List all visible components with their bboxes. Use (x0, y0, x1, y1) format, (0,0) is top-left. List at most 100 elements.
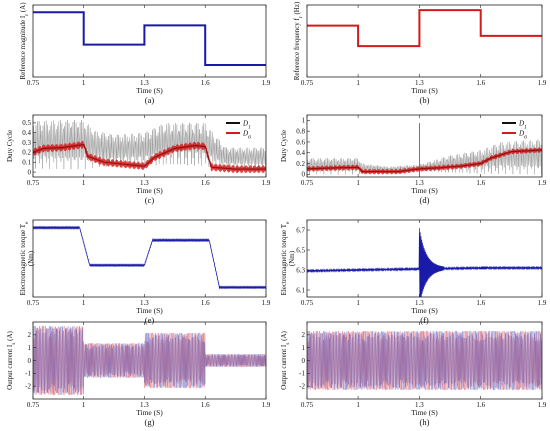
plot-area-a (33, 11, 266, 66)
legend-label: D1 (518, 120, 527, 131)
x-tick-label: 1.6 (201, 401, 210, 409)
series-d6-mean (307, 149, 542, 173)
plot-area-b (307, 9, 542, 48)
legend-label: D6 (242, 130, 251, 141)
x-axis-label: Time (S) (411, 408, 438, 417)
plot-frame (32, 114, 267, 178)
y-axis-label: Output current Is (A) (6, 330, 17, 389)
x-axis-label: Time (S) (411, 86, 438, 95)
x-tick-label: 1.3 (140, 401, 149, 409)
y-tick-label: 2 (302, 331, 306, 339)
chart-e: 0.75 1 1.3 1.6 1.9 Time (S)(e) Electromagnetic… (19, 219, 271, 325)
panel-caption: (b) (420, 95, 430, 105)
series-phase-4 (307, 330, 542, 391)
y-tick-label: -2 (25, 382, 31, 390)
x-axis-label: Time (S) (136, 186, 163, 195)
plot-frame (306, 114, 543, 178)
x-tick-label: 1.6 (476, 79, 485, 87)
y-axis-label: Reference frequency fr (Hz) (293, 1, 304, 80)
x-tick-label: 1.9 (538, 79, 547, 87)
series-phase-3 (33, 325, 266, 396)
plot-area-e (33, 225, 266, 290)
y-tick-label: 0.1 (22, 159, 31, 167)
x-tick-label: 1.3 (415, 401, 424, 409)
plot-frame (32, 4, 267, 78)
x-tick-label: 1 (82, 299, 86, 307)
x-tick-label: 1 (82, 79, 86, 87)
x-tick-label: 0.75 (301, 79, 314, 87)
plot-area-h (307, 330, 542, 391)
series-d1 (307, 139, 542, 175)
chart-g: 0.75 1 1.3 1.6 1.9 -2 -1 0 1 2 Time (S)(g) Output c… (6, 321, 271, 427)
x-tick-label: 1.9 (262, 401, 271, 409)
x-tick-label: 1.6 (201, 179, 210, 187)
x-tick-label: 1.6 (201, 79, 210, 87)
panel-caption: (d) (420, 195, 430, 205)
chart-f: 0.75 1 1.3 1.6 1.9 6.1 6.3 6.5 6.7 Time (S)(f) Ele… (280, 219, 547, 325)
x-tick-label: 1.9 (538, 401, 547, 409)
y-tick-label: 0.8 (296, 127, 305, 135)
y-tick-label: 6.7 (296, 226, 305, 234)
plot-frame (306, 219, 543, 298)
x-tick-label: 1 (82, 401, 86, 409)
plot-frame (32, 219, 267, 298)
x-tick-label: 1.6 (201, 299, 210, 307)
plot-area-d (307, 123, 542, 175)
series-d1 (33, 119, 266, 170)
y-tick-label: 1 (302, 344, 306, 352)
plot-area-f (307, 228, 542, 297)
x-tick-label: 1.3 (140, 299, 149, 307)
series-line (33, 11, 266, 66)
plot-frame (306, 4, 543, 78)
x-tick-label: 1 (82, 179, 86, 187)
panel-caption: (c) (145, 195, 155, 205)
x-axis-label: Time (S) (136, 408, 163, 417)
y-axis-label: Electromagnetic torque Te (19, 221, 30, 295)
x-tick-label: 1 (356, 299, 360, 307)
y-tick-label: 1 (28, 344, 32, 352)
x-tick-label: 1.3 (415, 179, 424, 187)
y-tick-label: 1 (302, 117, 306, 125)
plot-area-c (33, 119, 266, 174)
y-tick-label: 0 (302, 357, 306, 365)
y-tick-label: 0.5 (22, 119, 31, 127)
legend-label: D1 (242, 120, 251, 131)
y-tick-label: 0.2 (22, 149, 31, 157)
x-tick-label: 1 (356, 401, 360, 409)
series-line (307, 9, 542, 48)
series-d6-mean (33, 143, 266, 170)
y-axis-label: Output current Is (A) (280, 330, 291, 389)
x-tick-label: 0.75 (301, 299, 314, 307)
chart-h: 0.75 1 1.3 1.6 1.9 -2 -1 0 1 2 Time (S)(h) Output c… (280, 321, 547, 427)
y-axis-unit: (Nm) (27, 250, 35, 266)
chart-b: 0.75 1 1.3 1.6 1.9 Time (S)(b) Reference frequ… (293, 1, 547, 105)
x-tick-label: 0.75 (301, 179, 314, 187)
y-tick-label: 0.4 (296, 149, 305, 157)
x-tick-label: 1 (356, 179, 360, 187)
x-tick-label: 1.9 (538, 179, 547, 187)
panel-caption: (e) (145, 315, 155, 325)
y-tick-label: 0.6 (296, 138, 305, 146)
panel-caption: (g) (145, 417, 155, 427)
y-tick-label: 6.5 (296, 246, 305, 254)
series-phase-4 (33, 325, 266, 396)
x-tick-label: 1.3 (140, 179, 149, 187)
y-axis-label: Electromagnetic torque Te (280, 221, 291, 295)
y-tick-label: 0 (28, 357, 32, 365)
x-tick-label: 1.3 (140, 79, 149, 87)
panel-caption: (a) (145, 95, 155, 105)
x-tick-label: 1.9 (262, 79, 271, 87)
x-tick-label: 0.75 (27, 79, 40, 87)
y-axis-unit: (Nm) (288, 250, 296, 266)
x-axis-label: Time (S) (136, 86, 163, 95)
y-tick-label: 0.2 (296, 160, 305, 168)
x-tick-label: 1 (356, 79, 360, 87)
x-axis-label: Time (S) (411, 186, 438, 195)
y-tick-label: 0 (28, 168, 32, 176)
x-tick-label: 1.9 (538, 299, 547, 307)
x-tick-label: 1.9 (262, 179, 271, 187)
series-phase-3 (307, 330, 542, 391)
